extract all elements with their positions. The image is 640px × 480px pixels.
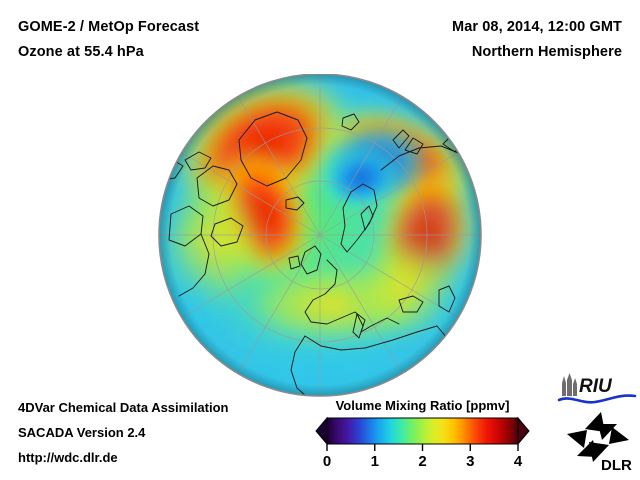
dlr-pinwheel-icon [567,412,629,462]
dlr-wordmark: DLR [601,457,632,472]
riu-tower-icon [562,373,577,396]
colorbar-over-cap [517,416,530,446]
dlr-logo-mark: DLR [567,412,632,474]
credit-line-version: SACADA Version 2.4 [18,425,146,440]
colorbar-under-cap [315,416,328,446]
limb-shading [159,74,481,396]
colorbar-ticks [326,444,519,451]
riu-logo: RIU [557,371,637,407]
colorbar-tick-label: 3 [466,453,474,470]
dlr-logo: DLR [563,410,637,474]
colorbar: Volume Mixing Ratio [ppmv] [300,398,545,470]
colorbar-gradient [326,417,519,445]
colorbar-title: Volume Mixing Ratio [ppmv] [335,398,510,413]
page-subtitle: Ozone at 55.4 hPa [18,44,144,60]
credit-line-url[interactable]: http://wdc.dlr.de [18,450,118,465]
colorbar-tick-label: 0 [323,453,331,470]
colorbar-scale: 0 1 2 3 4 [315,416,530,470]
globe-rim [158,74,482,397]
region-label: Northern Hemisphere [471,44,622,60]
forecast-timestamp: Mar 08, 2014, 12:00 GMT [452,19,622,35]
colorbar-tick-label: 4 [514,453,523,470]
orthographic-projection [158,74,482,397]
riu-logo-mark: RIU [557,373,637,404]
colorbar-tick-label: 1 [371,453,379,470]
riu-wave-icon [557,394,637,404]
riu-wordmark: RIU [579,376,613,397]
colorbar-tick-label: 2 [418,453,426,470]
credit-line-assimilation: 4DVar Chemical Data Assimilation [18,400,229,415]
page-title: GOME-2 / MetOp Forecast [18,19,200,35]
ozone-globe-map [155,74,485,397]
